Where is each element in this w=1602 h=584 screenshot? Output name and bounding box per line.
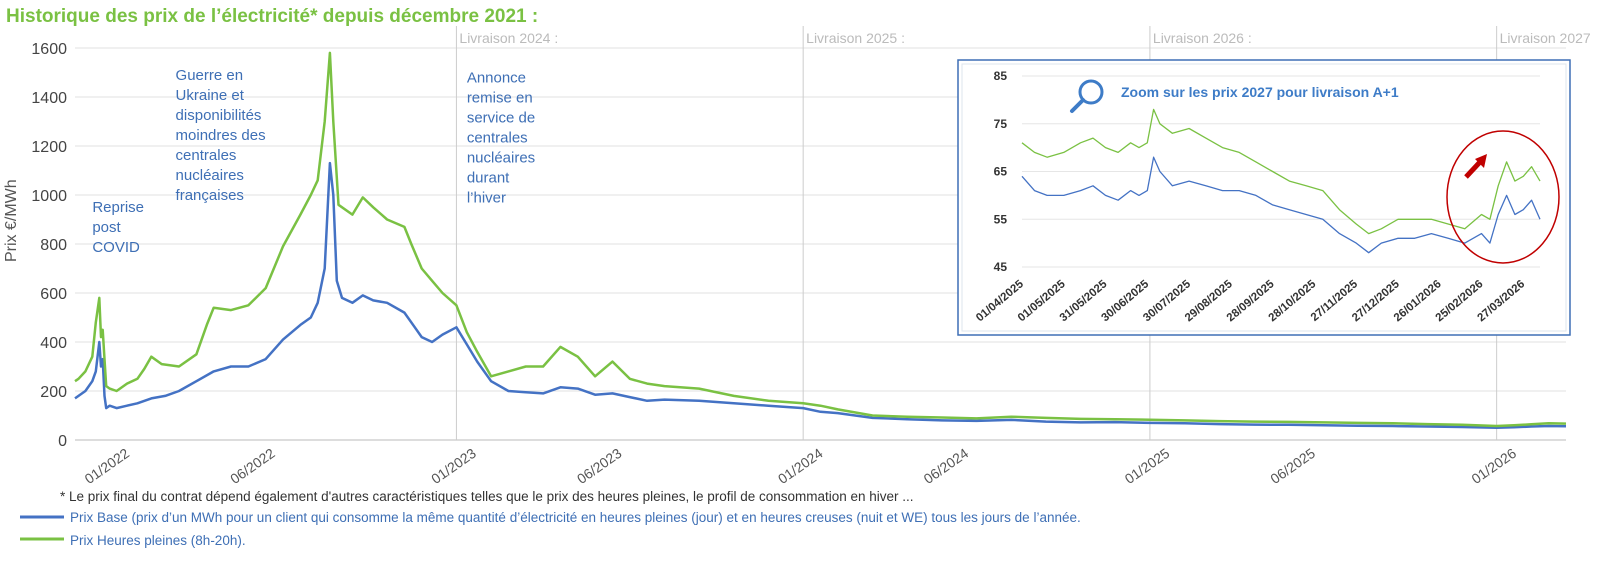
x-tick-label: 01/2025 (1122, 445, 1173, 487)
annotation-line: disponibilités (176, 107, 262, 124)
annotation-line: nucléaires (176, 167, 244, 184)
highlight-circle (1446, 130, 1560, 264)
y-tick-label: 800 (40, 237, 67, 254)
inset-y-ticks: 45 55 65 75 85 (994, 69, 1008, 274)
series-prix-base (74, 161, 1567, 430)
delivery-markers: Livraison 2024 : Livraison 2025 : Livraiso… (455, 26, 1591, 440)
main-series (74, 51, 1567, 430)
x-tick-label: 06/2022 (227, 445, 278, 487)
inset-grid (1022, 75, 1540, 268)
legend-peak-label: Prix Heures pleines (8h-20h). (70, 533, 246, 548)
annotation-line: Guerre en (176, 67, 244, 84)
y-tick-label: 200 (40, 384, 67, 401)
delivery-label: Livraison 2025 : (806, 30, 905, 46)
annotation-line: Annonce (467, 69, 526, 86)
annotation-line: moindres des (176, 127, 266, 144)
series-prix-heures-pleines (74, 51, 1567, 428)
legend: Prix Base (prix d’un MWh pour un client … (20, 510, 1081, 548)
inset-frame (957, 59, 1571, 336)
inset-y-tick-label: 75 (994, 117, 1008, 131)
y-tick-label: 1400 (31, 90, 67, 107)
x-tick-label: 01/2022 (81, 445, 132, 487)
y-tick-label: 1200 (31, 139, 67, 156)
annotation-line: françaises (176, 187, 244, 204)
annotation-line: l’hiver (467, 189, 506, 206)
y-tick-label: 600 (40, 286, 67, 303)
x-tick-label: 06/2025 (1267, 445, 1318, 487)
chart-title: Historique des prix de l’électricité* de… (6, 6, 538, 27)
annotation-line: Ukraine et (176, 87, 245, 104)
x-tick-label: 01/2024 (775, 445, 826, 487)
delivery-label: Livraison 2024 : (459, 30, 558, 46)
inset-series-prix-heures-pleines (1021, 108, 1541, 235)
annotation-line: centrales (176, 147, 237, 164)
annotation-line: service de (467, 109, 535, 126)
annotation-line: durant (467, 169, 510, 186)
magnifier-icon (1070, 79, 1104, 113)
y-axis-ticks: 0 200 400 600 800 1000 1200 1400 1600 (31, 41, 67, 450)
inset-y-tick-label: 85 (994, 69, 1008, 83)
annotation-ukraine: Guerre en Ukraine et disponibilités moindre… (176, 67, 266, 204)
x-axis-ticks: 01/2022 06/2022 01/2023 06/2023 01/2024 06/20… (81, 445, 1519, 487)
annotation-line: nucléaires (467, 149, 535, 166)
annotation-line: centrales (467, 129, 528, 146)
y-tick-label: 400 (40, 335, 67, 352)
y-axis-label: Prix €/MWh (3, 179, 20, 262)
inset-series (1021, 108, 1541, 254)
up-arrow-icon (1464, 154, 1487, 179)
footnote: * Le prix final du contrat dépend égalem… (60, 489, 914, 504)
x-tick-label: 06/2023 (574, 445, 625, 487)
main-grid (75, 47, 1566, 441)
annotation-line: post (92, 219, 121, 236)
annotation-line: remise en (467, 89, 533, 106)
y-tick-label: 1000 (31, 188, 67, 205)
delivery-label: Livraison 2026 : (1153, 30, 1252, 46)
annotation-line: Reprise (92, 199, 144, 216)
annotation-covid: Reprise post COVID (92, 199, 144, 256)
annotation-nuclear: Annonce remise en service de centrales nuclé… (467, 69, 535, 206)
inset-title: Zoom sur les prix 2027 pour livraison A+… (1121, 84, 1399, 100)
annotation-line: COVID (92, 239, 140, 256)
annotations: Reprise post COVID Guerre en Ukraine et dispo… (92, 67, 535, 256)
inset-y-tick-label: 45 (994, 260, 1008, 274)
x-tick-label: 06/2024 (921, 445, 972, 487)
delivery-label: Livraison 2027 (1500, 30, 1591, 46)
x-tick-label: 01/2023 (428, 445, 479, 487)
y-tick-label: 1600 (31, 41, 67, 58)
inset-series-prix-base (1021, 156, 1541, 254)
y-tick-label: 0 (58, 433, 67, 450)
inset-y-tick-label: 65 (994, 165, 1008, 179)
inset-y-tick-label: 55 (994, 212, 1008, 226)
legend-base-label: Prix Base (prix d’un MWh pour un client … (70, 510, 1081, 525)
x-tick-label: 01/2026 (1468, 445, 1519, 487)
